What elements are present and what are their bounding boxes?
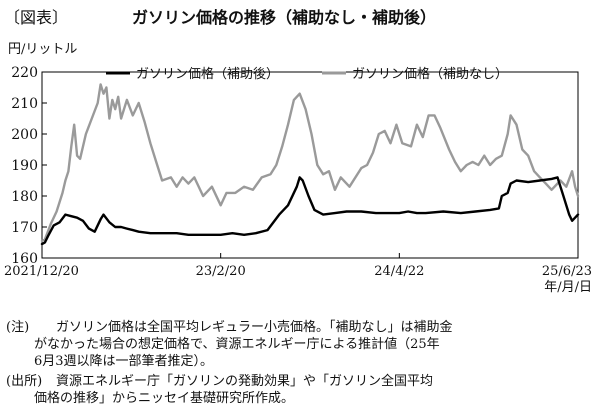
- note-line-3: 6月3週以降は一部筆者推定）。: [34, 354, 214, 369]
- y-tick-label: 200: [11, 127, 38, 143]
- x-axis-unit-label: 年/月/日: [544, 280, 592, 295]
- y-tick-label: 210: [11, 96, 38, 112]
- y-tick-label: 170: [11, 220, 38, 236]
- x-tick-label: 2021/12/20: [4, 264, 79, 279]
- note-line-2: がなかった場合の想定価格で、資源エネルギー庁による推計値（25年: [34, 337, 440, 352]
- figure-label: 〔図表〕: [4, 8, 69, 27]
- source-block: (出所) 資源エネルギー庁「ガソリンの発動効果」や「ガソリン全国平均 価格の推移」…: [6, 373, 433, 407]
- x-tick-label: 24/4/22: [374, 264, 424, 279]
- x-tick-label: 25/6/23: [542, 264, 592, 279]
- y-axis-unit-label: 円/リットル: [8, 42, 78, 57]
- y-tick-label: 160: [11, 251, 38, 267]
- y-tick-label: 180: [11, 189, 38, 205]
- legend: ガソリン価格（補助後） ガソリン価格（補助なし）: [106, 66, 508, 82]
- y-tick-label: 220: [11, 65, 38, 81]
- series-line-unsubsidized: [40, 83, 580, 243]
- source-key: (出所): [6, 374, 43, 389]
- axis-ticks: 160 170 180 190 200 210 220 2021/12/20 23/2/20 24…: [4, 65, 592, 295]
- x-tick-label: 23/2/20: [196, 264, 246, 279]
- y-tick-label: 190: [11, 158, 38, 174]
- plot-area-frame: [41, 71, 579, 259]
- note-key: (注): [6, 320, 30, 335]
- note-line-1: ガソリン価格は全国平均レギュラー小売価格。「補助なし」は補助金: [56, 320, 453, 335]
- source-line-2: 価格の推移」からニッセイ基礎研究所作成。: [34, 391, 295, 406]
- source-line-1: 資源エネルギー庁「ガソリンの発動効果」や「ガソリン全国平均: [56, 374, 434, 389]
- legend-label: ガソリン価格（補助なし）: [352, 66, 508, 82]
- series-line-subsidized: [40, 176, 580, 246]
- series-lines: [40, 83, 580, 246]
- legend-label: ガソリン価格（補助後）: [136, 66, 279, 82]
- note-block: (注) ガソリン価格は全国平均レギュラー小売価格。「補助なし」は補助金 がなかった…: [6, 319, 453, 370]
- plot-frame: [41, 71, 579, 259]
- chart-title: ガソリン価格の推移（補助なし・補助後）: [132, 8, 437, 27]
